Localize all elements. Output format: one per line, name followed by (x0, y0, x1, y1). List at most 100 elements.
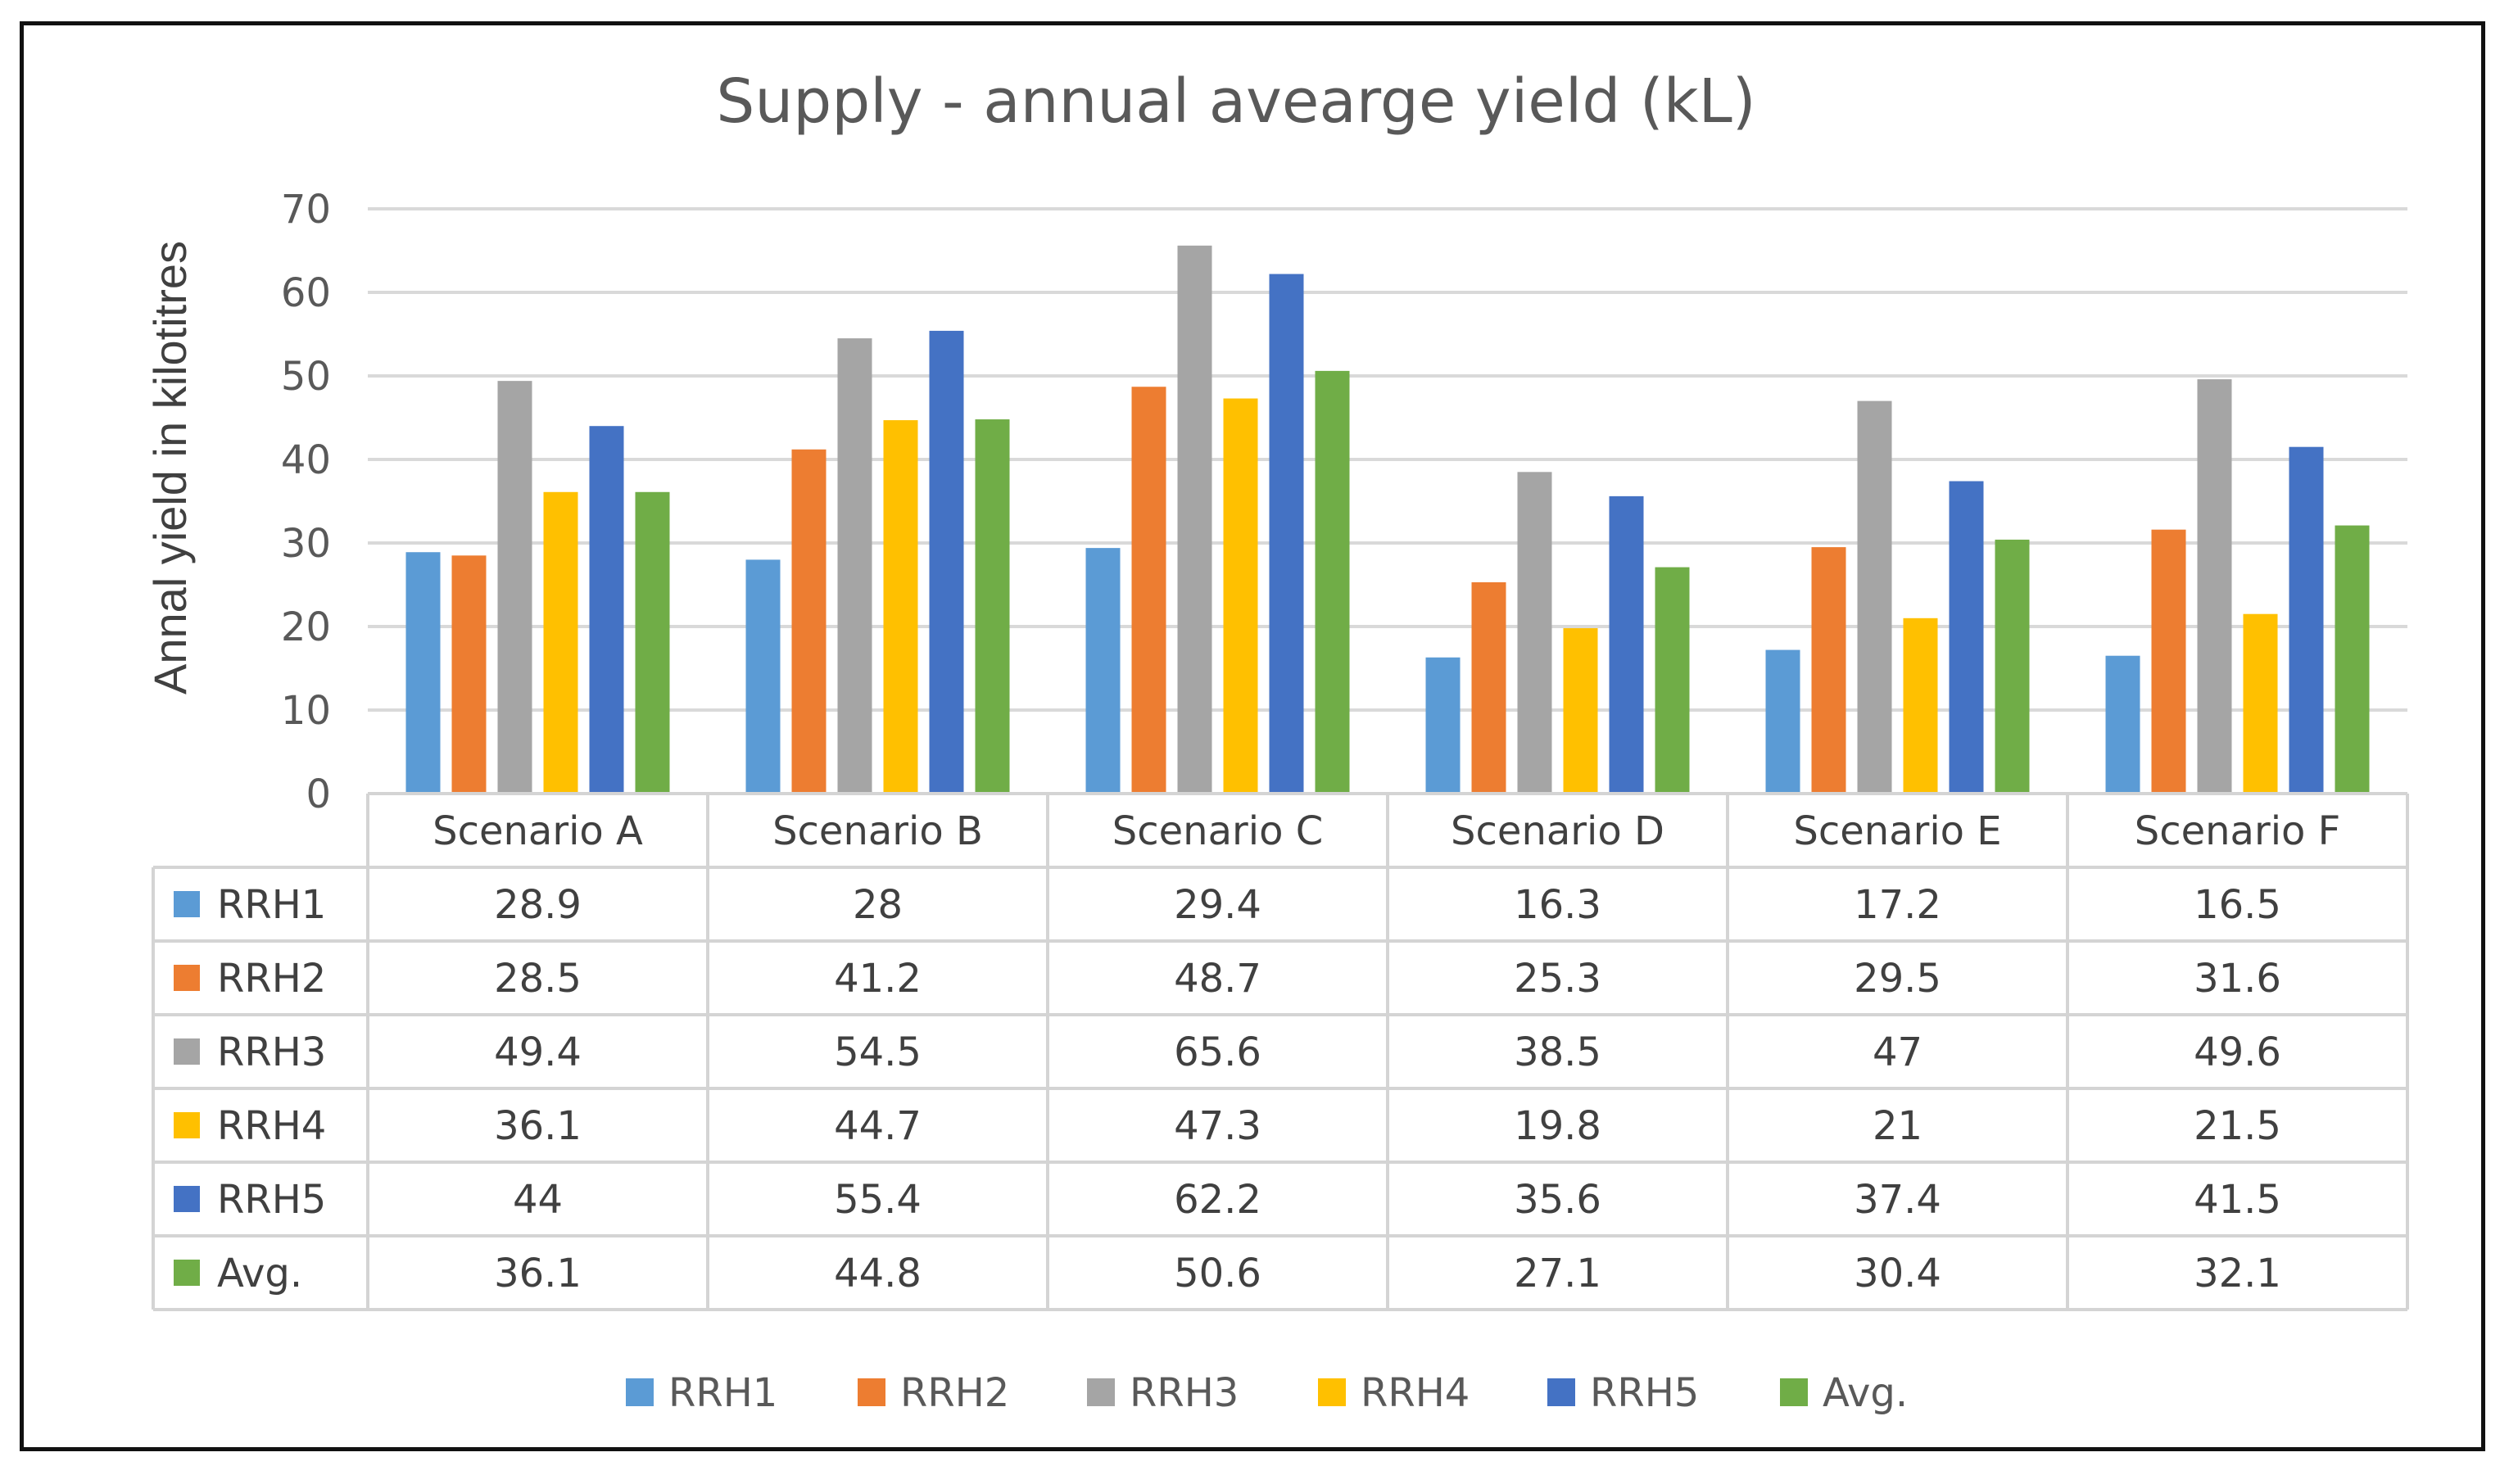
bar (1811, 547, 1846, 794)
data-value: 47 (1873, 1029, 1923, 1075)
bar (745, 559, 781, 794)
data-value: 44.8 (834, 1251, 922, 1296)
data-value: 17.2 (1854, 882, 1941, 928)
legend-swatch (1547, 1378, 1575, 1406)
data-value: 21 (1873, 1103, 1923, 1149)
y-tick-label: 70 (281, 187, 331, 233)
data-value: 38.5 (1514, 1029, 1601, 1075)
legend-swatch (1780, 1378, 1808, 1406)
legend-label: Avg. (1823, 1370, 1908, 1416)
data-value: 65.6 (1174, 1029, 1261, 1075)
series-name: RRH4 (217, 1103, 326, 1149)
data-value: 50.6 (1174, 1251, 1261, 1296)
data-value: 31.6 (2194, 956, 2281, 1002)
category-label: Scenario C (1112, 808, 1323, 854)
bar (405, 552, 441, 794)
data-value: 48.7 (1174, 956, 1261, 1002)
data-value: 41.2 (834, 956, 922, 1002)
legend-swatch (626, 1378, 654, 1406)
legend-label: RRH1 (668, 1370, 777, 1416)
bar (1223, 398, 1258, 794)
data-value: 28 (853, 882, 903, 928)
table-legend-key (174, 1186, 200, 1212)
data-table: Scenario A Scenario B Scenario C Scenario D… (152, 792, 2409, 1311)
bar (2105, 655, 2140, 794)
bar (1085, 548, 1121, 794)
legend-label: RRH4 (1361, 1370, 1470, 1416)
data-value: 29.5 (1854, 956, 1941, 1002)
y-tick-label: 60 (281, 270, 331, 316)
data-value: 35.6 (1514, 1177, 1601, 1223)
y-tick-label: 0 (306, 771, 331, 817)
bar (543, 491, 578, 794)
bar (883, 420, 918, 794)
data-value: 36.1 (494, 1103, 582, 1149)
data-value: 44 (513, 1177, 563, 1223)
data-value: 32.1 (2194, 1251, 2281, 1296)
data-value: 49.6 (2194, 1029, 2281, 1075)
data-value: 16.5 (2194, 882, 2281, 928)
series-name: RRH1 (217, 882, 326, 928)
chart-title: Supply - annual avearge yield (kL) (716, 66, 1755, 137)
legend-item: Avg. (1780, 1370, 1908, 1416)
legend-swatch (858, 1378, 885, 1406)
bar (2289, 446, 2324, 794)
bar (451, 555, 487, 794)
table-legend-key (174, 1260, 200, 1286)
data-value: 41.5 (2194, 1177, 2281, 1223)
legend-item: RRH5 (1547, 1370, 1699, 1416)
bar (497, 381, 532, 794)
data-value: 25.3 (1514, 956, 1601, 1002)
category-label: Scenario A (433, 808, 643, 854)
bar (1471, 581, 1506, 794)
bar (2151, 529, 2186, 794)
data-value: 27.1 (1514, 1251, 1601, 1296)
legend-label: RRH5 (1590, 1370, 1699, 1416)
bar (791, 449, 827, 794)
data-value: 19.8 (1514, 1103, 1601, 1149)
data-value: 30.4 (1854, 1251, 1941, 1296)
data-value: 29.4 (1174, 882, 1261, 928)
y-tick-label: 40 (281, 437, 331, 483)
data-value: 36.1 (494, 1251, 582, 1296)
series-name: Avg. (217, 1251, 302, 1296)
bar (1131, 387, 1166, 794)
data-value: 16.3 (1514, 882, 1601, 928)
data-value: 54.5 (834, 1029, 922, 1075)
bar (1857, 400, 1892, 794)
category-label: Scenario D (1451, 808, 1664, 854)
data-value: 55.4 (834, 1177, 922, 1223)
bar (1903, 618, 1938, 794)
series-name: RRH2 (217, 956, 326, 1002)
bar (2243, 613, 2278, 794)
legend-item: RRH3 (1087, 1370, 1239, 1416)
legend-item: RRH1 (626, 1370, 777, 1416)
bar (1765, 649, 1800, 794)
y-axis-label: Annal yield in kilotitres (144, 241, 196, 694)
series-name: RRH5 (217, 1177, 326, 1223)
data-value: 47.3 (1174, 1103, 1261, 1149)
y-tick-label: 20 (281, 604, 331, 650)
data-value: 49.4 (494, 1029, 582, 1075)
bars (405, 245, 2370, 794)
bar (1609, 495, 1644, 794)
series-name: RRH3 (217, 1029, 326, 1075)
legend-item: RRH2 (858, 1370, 1009, 1416)
gridlines (368, 207, 2407, 712)
data-value: 21.5 (2194, 1103, 2281, 1149)
table-legend-key (174, 965, 200, 991)
bar (1563, 628, 1598, 794)
bar (1995, 539, 2030, 794)
bar (1517, 472, 1552, 794)
category-label: Scenario B (772, 808, 983, 854)
category-label: Scenario E (1793, 808, 2001, 854)
chart-frame: Supply - annual avearge yield (kL) Annal… (20, 21, 2485, 1451)
y-tick-label: 10 (281, 688, 331, 734)
y-tick-label: 30 (281, 521, 331, 567)
bar (2197, 379, 2232, 794)
bar (1655, 567, 1690, 794)
legend-swatch (1318, 1378, 1346, 1406)
bar (837, 338, 872, 794)
table-legend-key (174, 1038, 200, 1065)
bar (1177, 245, 1212, 794)
